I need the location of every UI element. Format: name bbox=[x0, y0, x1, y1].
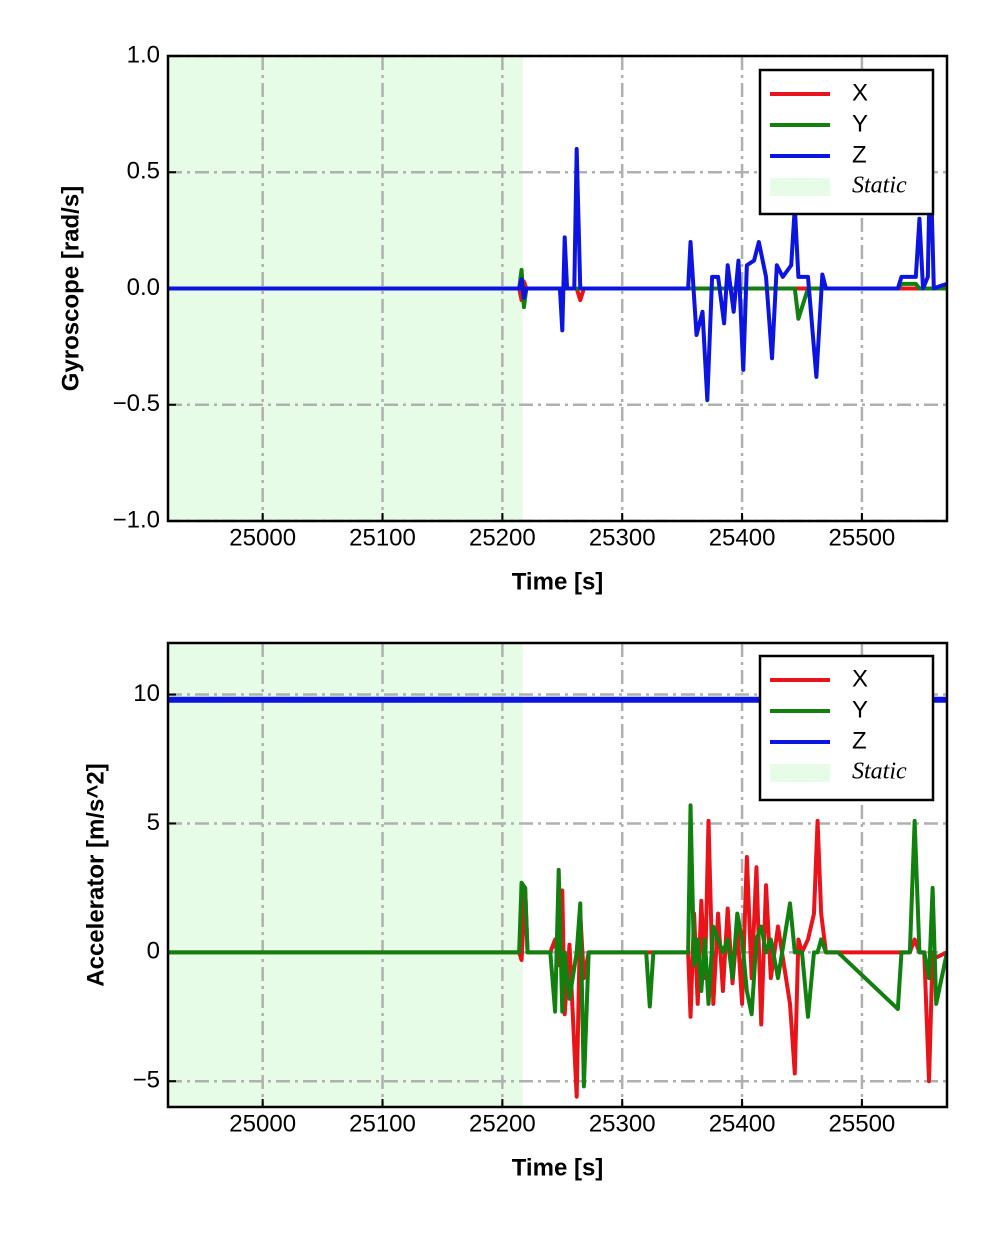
x-axis-label: Time [s] bbox=[512, 568, 604, 595]
x-axis-label: Time [s] bbox=[512, 1154, 604, 1181]
x-tick-label: 25200 bbox=[469, 1110, 536, 1137]
y-axis-label: Gyroscope [rad/s] bbox=[57, 186, 84, 391]
static-span bbox=[168, 643, 523, 1107]
legend-label: Static bbox=[852, 759, 907, 785]
series-line bbox=[168, 147, 947, 403]
y-tick-label: −5 bbox=[133, 1067, 160, 1094]
legend-label: X bbox=[852, 79, 868, 106]
y-tick-label: 0 bbox=[147, 938, 160, 965]
x-tick-label: 25100 bbox=[349, 524, 416, 551]
x-tick-label: 25400 bbox=[709, 524, 776, 551]
plot-frame bbox=[166, 641, 949, 1109]
x-tick-label: 25500 bbox=[829, 1110, 896, 1137]
y-tick-label: 1.0 bbox=[127, 41, 160, 68]
y-tick-label: 0.0 bbox=[127, 274, 160, 301]
y-tick-label: −1.0 bbox=[113, 506, 160, 533]
y-axis-label: Accelerator [m/s^2] bbox=[82, 763, 109, 986]
y-tick-label: 10 bbox=[133, 680, 160, 707]
legend-label: Static bbox=[852, 173, 907, 199]
legend-label: Z bbox=[852, 141, 867, 168]
plot-frame bbox=[166, 54, 949, 523]
x-tick-label: 25000 bbox=[229, 1110, 296, 1137]
legend-label: X bbox=[852, 665, 868, 692]
legend-swatch bbox=[770, 764, 830, 782]
series-group bbox=[168, 147, 947, 403]
x-tick-label: 25300 bbox=[589, 1110, 656, 1137]
legend-label: Y bbox=[852, 696, 868, 723]
x-tick-label: 25200 bbox=[469, 524, 536, 551]
legend-label: Y bbox=[852, 110, 868, 137]
y-tick-label: 0.5 bbox=[127, 158, 160, 185]
subplot: 25000 25100 25200 25300 25400 25500 −1.0 −0.5 0.… bbox=[57, 41, 949, 595]
y-tick-label: −0.5 bbox=[113, 390, 160, 417]
legend-swatch bbox=[770, 178, 830, 196]
y-tick-label: 5 bbox=[147, 809, 160, 836]
legend: XYZ Static bbox=[758, 68, 935, 216]
x-tick-label: 25100 bbox=[349, 1110, 416, 1137]
x-tick-label: 25400 bbox=[709, 1110, 776, 1137]
series-line bbox=[168, 803, 947, 1089]
legend: XYZ Static bbox=[758, 654, 935, 802]
legend-label: Z bbox=[852, 727, 867, 754]
x-tick-label: 25300 bbox=[589, 524, 656, 551]
subplot: 25000 25100 25200 25300 25400 25500 −5 0 5 10 Time… bbox=[82, 641, 949, 1181]
x-tick-label: 25500 bbox=[829, 524, 896, 551]
x-tick-label: 25000 bbox=[229, 524, 296, 551]
